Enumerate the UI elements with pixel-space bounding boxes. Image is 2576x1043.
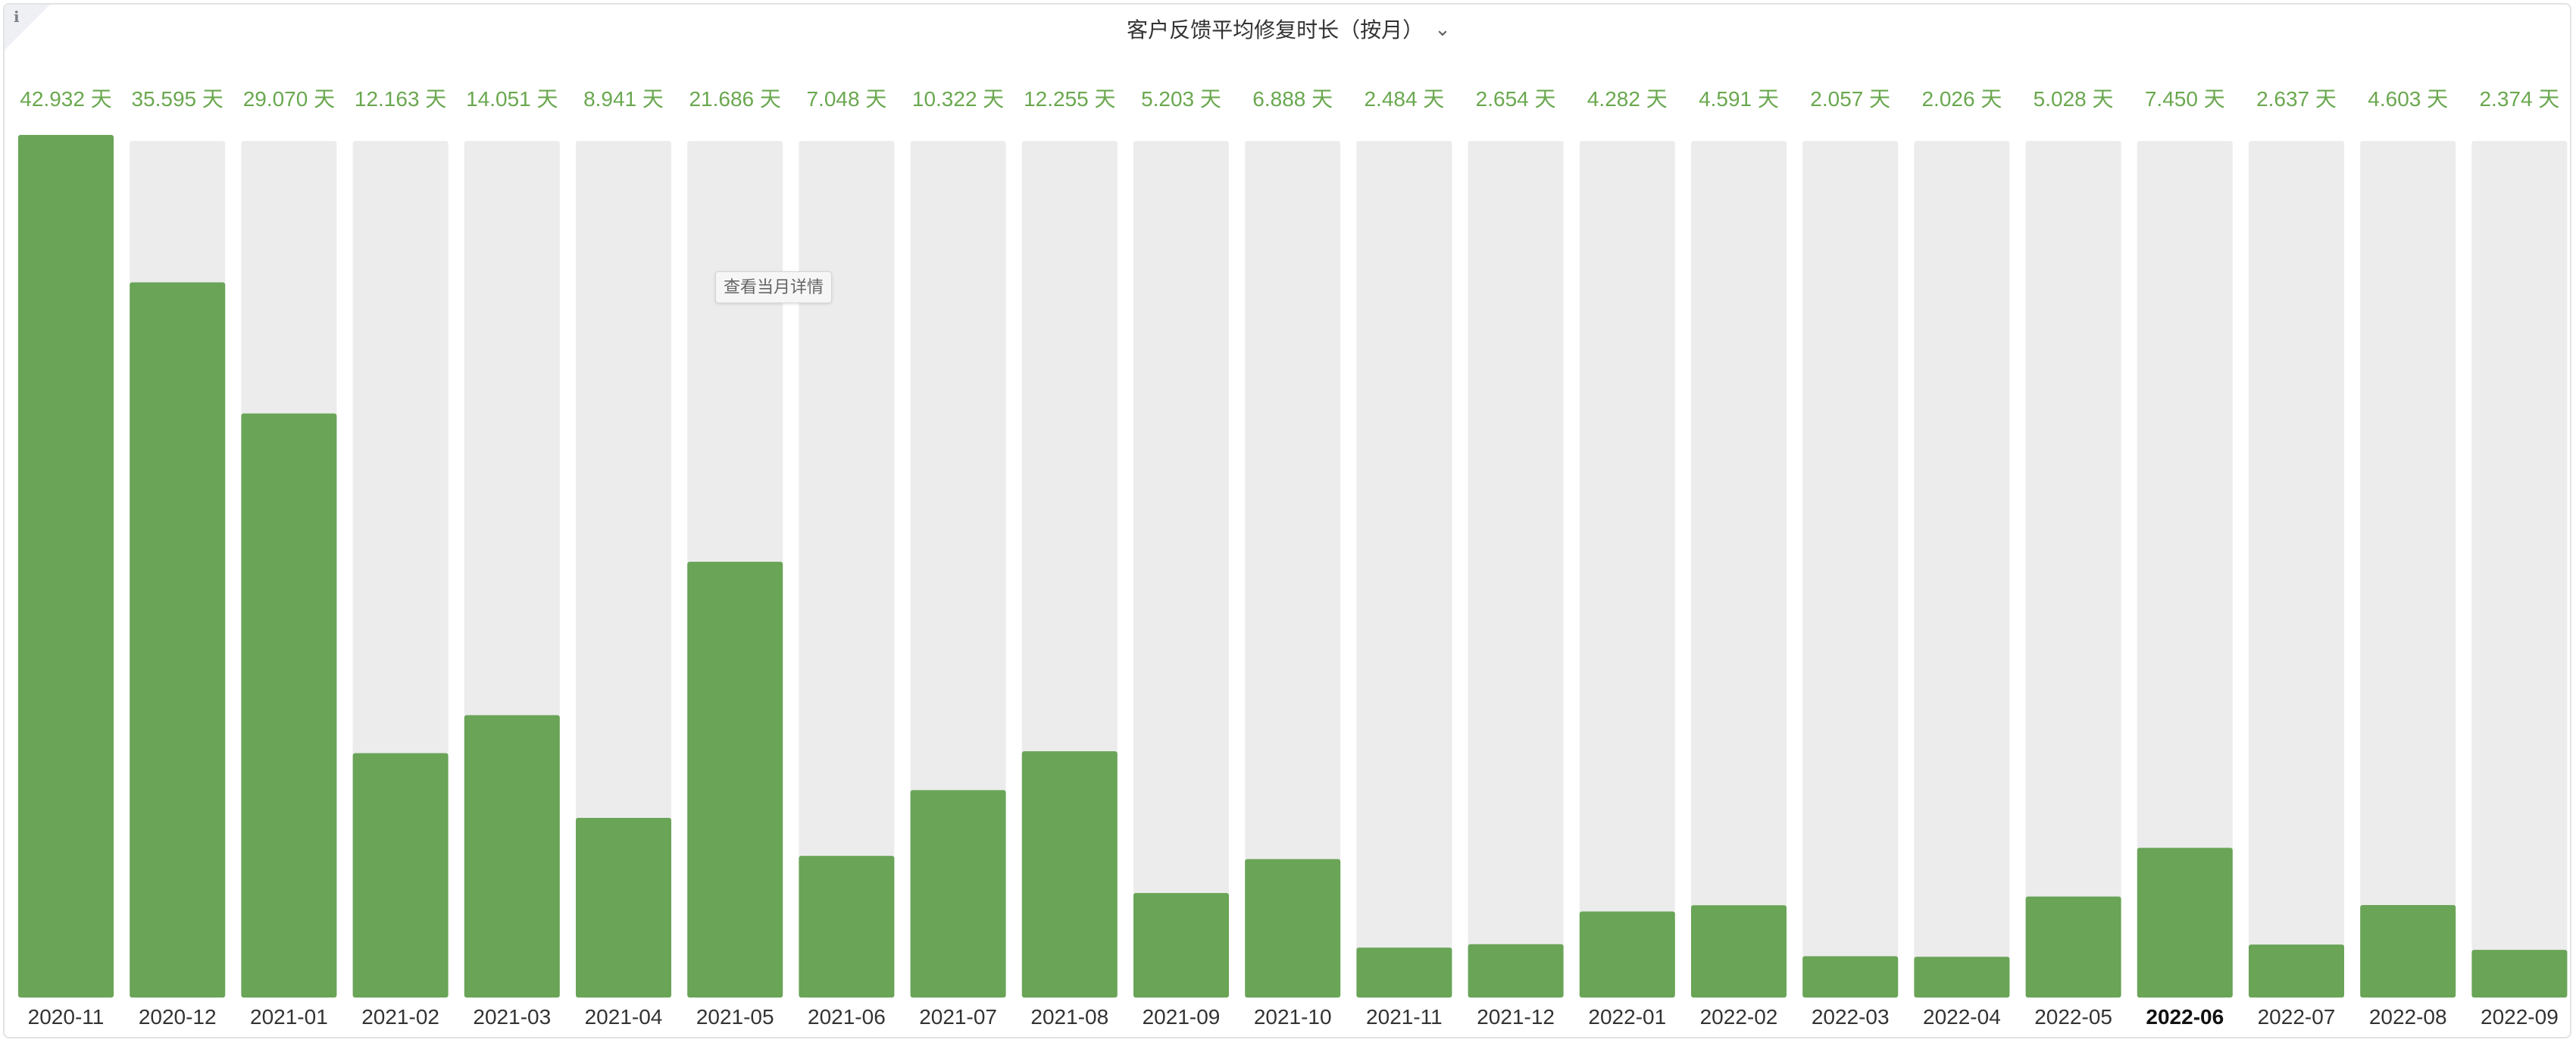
info-corner[interactable] <box>5 5 50 50</box>
bar-value-label: 4.591 天 <box>1699 87 1779 111</box>
bar-track[interactable] <box>799 141 895 998</box>
bar[interactable] <box>2249 944 2344 998</box>
bar-track[interactable] <box>1802 141 1899 998</box>
x-tick-label: 2021-08 <box>1030 1005 1108 1029</box>
bar-track[interactable] <box>2025 141 2121 998</box>
bar-value-label: 2.484 天 <box>1364 87 1444 111</box>
bar[interactable] <box>1133 893 1229 998</box>
bar-value-label: 21.686 天 <box>689 87 780 111</box>
bar[interactable] <box>2360 904 2456 998</box>
tooltip: 查看当月详情 <box>715 271 833 303</box>
info-icon[interactable]: i <box>14 8 20 26</box>
x-tick-label: 2021-10 <box>1254 1005 1332 1029</box>
bar-track[interactable] <box>2137 141 2233 998</box>
bar[interactable] <box>576 818 671 998</box>
bar-value-label: 8.941 天 <box>583 87 664 111</box>
bar[interactable] <box>130 282 226 998</box>
bar-track[interactable] <box>2471 141 2568 998</box>
x-tick-label: 2022-09 <box>2481 1005 2559 1029</box>
bar-track[interactable] <box>910 141 1006 998</box>
x-tick-label: 2020-11 <box>28 1005 105 1029</box>
x-tick-label: 2021-01 <box>250 1005 328 1029</box>
bar-value-label: 5.028 天 <box>2034 87 2114 111</box>
chart-panel: i 客户反馈平均修复时长（按月） ⌄ 42.932 天 2020-11 35.595… <box>3 3 2571 1038</box>
bar[interactable] <box>1245 859 1341 998</box>
bar-value-label: 29.070 天 <box>243 87 335 111</box>
bar-track[interactable] <box>576 141 671 998</box>
x-tick-label: 2022-08 <box>2369 1005 2447 1029</box>
bar[interactable] <box>352 753 449 998</box>
x-tick-label: 2021-07 <box>919 1005 997 1029</box>
bar-value-label: 12.255 天 <box>1024 87 1115 111</box>
x-tick-label: 2022-07 <box>2258 1005 2336 1029</box>
bar[interactable] <box>1356 947 1452 998</box>
bar-chart: 42.932 天 2020-11 35.595 天 2020-12 29.070 天 20… <box>18 87 2568 1029</box>
bar-value-label: 7.450 天 <box>2145 87 2225 111</box>
bar-track[interactable] <box>2249 141 2344 998</box>
bar-value-label: 2.026 天 <box>1921 87 2002 111</box>
bar-value-label: 35.595 天 <box>131 87 223 111</box>
bar[interactable] <box>799 856 895 998</box>
bar-value-label: 10.322 天 <box>912 87 1004 111</box>
bar-value-label: 4.603 天 <box>2368 87 2448 111</box>
x-tick-label: 2021-11 <box>1366 1005 1443 1029</box>
bar[interactable] <box>1802 956 1899 998</box>
bar-value-label: 2.057 天 <box>1810 87 1890 111</box>
x-tick-label: 2021-02 <box>361 1005 439 1029</box>
bar-track[interactable] <box>1691 141 1787 998</box>
bar[interactable] <box>18 135 114 998</box>
bar[interactable] <box>2137 847 2233 998</box>
bar-track[interactable] <box>1468 141 1564 998</box>
bar-value-label: 2.374 天 <box>2479 87 2559 111</box>
bar-value-label: 6.888 天 <box>1252 87 1333 111</box>
x-tick-label: 2021-04 <box>585 1005 663 1029</box>
x-tick-label: 2020-12 <box>139 1005 217 1029</box>
bar-value-label: 5.203 天 <box>1141 87 1221 111</box>
bar-value-label: 42.932 天 <box>20 87 111 111</box>
chart-title: 客户反馈平均修复时长（按月） <box>1127 18 1424 42</box>
title-bar: 客户反馈平均修复时长（按月） ⌄ <box>5 14 2570 44</box>
bar[interactable] <box>1579 911 1675 998</box>
x-tick-label: 2022-03 <box>1812 1005 1890 1029</box>
bar-track[interactable] <box>1579 141 1675 998</box>
bar-track[interactable] <box>1245 141 1341 998</box>
bar-value-label: 12.163 天 <box>355 87 446 111</box>
bar[interactable] <box>1914 957 2010 998</box>
bar[interactable] <box>1468 944 1564 998</box>
bar-track[interactable] <box>1356 141 1452 998</box>
bar-track[interactable] <box>1133 141 1229 998</box>
x-tick-label: 2021-03 <box>473 1005 551 1029</box>
bar[interactable] <box>687 562 783 998</box>
x-tick-label: 2022-04 <box>1923 1005 2001 1029</box>
bar-value-label: 14.051 天 <box>466 87 558 111</box>
bar[interactable] <box>464 715 560 998</box>
x-tick-label: 2022-02 <box>1700 1005 1778 1029</box>
x-tick-label: 2022-05 <box>2034 1005 2112 1029</box>
bar-value-label: 4.282 天 <box>1587 87 1668 111</box>
bar-value-label: 2.637 天 <box>2256 87 2337 111</box>
x-tick-label: 2022-06 <box>2146 1005 2224 1029</box>
x-tick-label: 2021-05 <box>696 1005 774 1029</box>
bar[interactable] <box>2471 950 2568 998</box>
bar-track[interactable] <box>2360 141 2456 998</box>
bar[interactable] <box>2025 896 2121 998</box>
bar[interactable] <box>910 790 1006 998</box>
x-tick-label: 2021-09 <box>1143 1005 1221 1029</box>
x-tick-label: 2021-06 <box>808 1005 886 1029</box>
chevron-down-icon[interactable]: ⌄ <box>1434 17 1451 40</box>
bar[interactable] <box>1691 905 1787 998</box>
bar-track[interactable] <box>1914 141 2010 998</box>
bar-value-label: 7.048 天 <box>806 87 886 111</box>
x-tick-label: 2022-01 <box>1588 1005 1666 1029</box>
bar[interactable] <box>241 413 337 998</box>
x-tick-label: 2021-12 <box>1477 1005 1555 1029</box>
bar-value-label: 2.654 天 <box>1476 87 1556 111</box>
bar[interactable] <box>1021 751 1118 998</box>
